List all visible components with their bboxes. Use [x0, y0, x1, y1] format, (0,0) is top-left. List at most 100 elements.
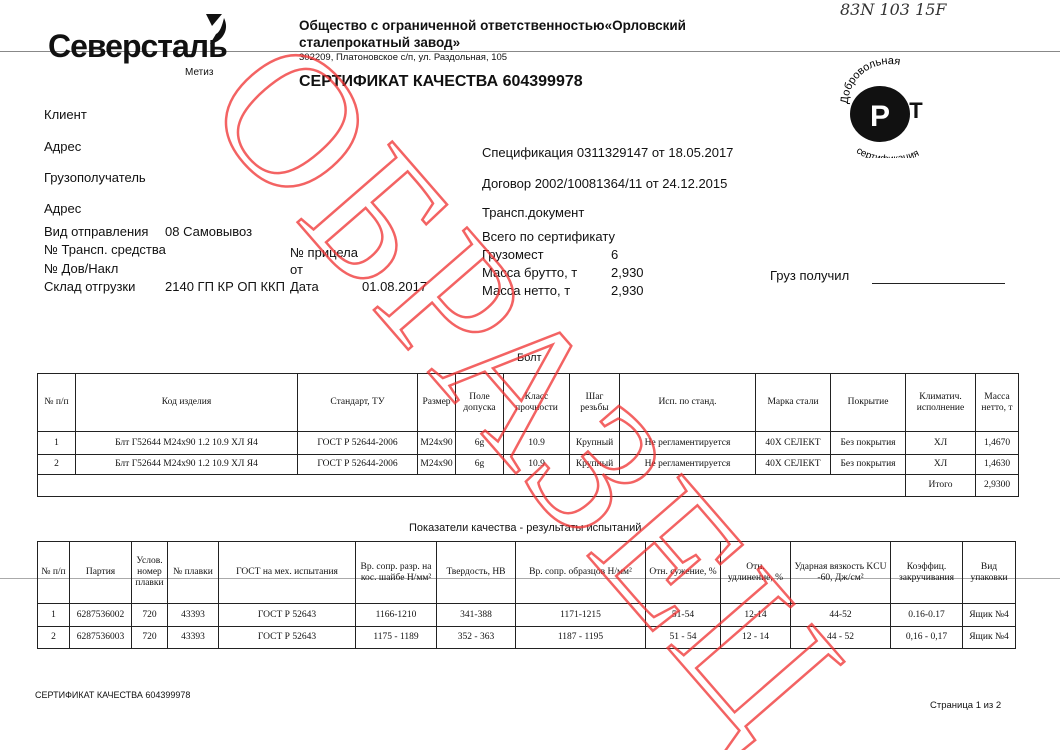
places-label: Грузомест: [482, 247, 544, 262]
address-label: Адрес: [44, 139, 82, 154]
quality-heading: Показатели качества - результаты испытан…: [409, 522, 642, 534]
table-cell: Код изделия: [75, 373, 298, 432]
table-cell: 1171-1215: [515, 603, 646, 627]
table-cell: 12 - 14: [720, 626, 791, 649]
date-value: 01.08.2017: [362, 279, 428, 294]
table-cell: ГОСТ Р 52643: [218, 603, 356, 627]
total-label-cell: Итого: [905, 474, 976, 497]
scan-line: [0, 51, 1060, 52]
table-cell: Отн. сужение, %: [645, 541, 721, 604]
spec-line: Спецификация 0311329147 от 18.05.2017: [482, 145, 734, 160]
table-cell: ГОСТ Р 52644-2006: [297, 431, 418, 455]
company-name-2: сталепрокатный завод»: [299, 35, 461, 50]
table-cell: 6287536003: [69, 626, 132, 649]
table-cell: 352 - 363: [436, 626, 516, 649]
footer-left: СЕРТИФИКАТ КАЧЕСТВА 604399978: [35, 690, 191, 700]
table-cell: Класс прочности: [503, 373, 570, 432]
table-cell: Ящик №4: [962, 603, 1016, 627]
company-address: 302209, Платоновское с/п, ул. Раздольная…: [299, 52, 508, 63]
received-label: Груз получил: [770, 268, 850, 283]
dov-label: № Дов/Накл: [44, 261, 119, 276]
table-cell: ГОСТ Р 52643: [218, 626, 356, 649]
table2-header: № п/п Партия Услов. номер плавки № плавки ГО…: [37, 541, 1016, 604]
table-cell: 341-388: [436, 603, 516, 627]
table-cell: 44 - 52: [790, 626, 891, 649]
table-cell: Климатич. исполнение: [905, 373, 976, 432]
product-table: № п/п Код изделия Стандарт, ТУ Размер Поле д…: [37, 373, 1019, 497]
warehouse-label: Склад отгрузки: [44, 279, 136, 294]
table-cell: Размер: [417, 373, 456, 432]
table-cell: Крупный: [569, 431, 620, 455]
table-cell: 720: [131, 626, 168, 649]
table-cell: ГОСТ Р 52644-2006: [297, 454, 418, 475]
trailer-label: № прицела: [290, 245, 359, 260]
table-cell: 40Х СЕЛЕКТ: [755, 431, 831, 455]
table-cell: ХЛ: [905, 454, 976, 475]
table-cell: Без покрытия: [830, 431, 906, 455]
quality-table: № п/п Партия Услов. номер плавки № плавки ГО…: [37, 541, 1016, 649]
vehicle-label: № Трансп. средства: [44, 242, 166, 257]
table-cell: 12-14: [720, 603, 791, 627]
severstal-logo-icon: [206, 14, 227, 44]
seal-bottom-text: сертификация: [854, 145, 921, 165]
date-label: Дата: [290, 279, 319, 294]
svg-text:сертификация: сертификация: [854, 145, 921, 158]
footer-right: Страница 1 из 2: [930, 700, 1002, 711]
product-heading: Болт: [517, 352, 542, 364]
table-cell: Ящик №4: [962, 626, 1016, 649]
gross-label: Масса брутто, т: [482, 265, 578, 280]
svg-text:T: T: [909, 98, 923, 123]
table-cell: Покрытие: [830, 373, 906, 432]
table-cell: 6g: [455, 454, 504, 475]
table-cell: № п/п: [37, 373, 76, 432]
table-row: 2 Блт Г52644 М24х90 1.2 10.9 ХЛ Я4 ГОСТ Р …: [37, 454, 1019, 475]
table-cell: Не регламентируется: [619, 454, 756, 475]
warehouse-value: 2140 ГП КР ОП ККП: [165, 279, 285, 294]
table1-header: № п/п Код изделия Стандарт, ТУ Размер Поле д…: [37, 373, 1019, 432]
transport-doc: Трансп.документ: [482, 205, 585, 220]
table-cell: 43393: [167, 603, 219, 627]
logo-sub: Метиз: [185, 67, 214, 78]
ship-type-label: Вид отправления: [44, 224, 149, 239]
table-cell: Вр. сопр. разр. на кос. шайбе Н/мм²: [355, 541, 437, 604]
total-value-cell: 2,9300: [975, 474, 1019, 497]
table-cell: 51 - 54: [645, 626, 721, 649]
table-cell: 44-52: [790, 603, 891, 627]
table-cell: 2: [37, 454, 76, 475]
table-cell: М24х90: [417, 454, 456, 475]
table-cell: 10.9: [503, 454, 570, 475]
table-cell: 6287536002: [69, 603, 132, 627]
table-cell: Блт Г52644 М24х90 1.2 10.9 ХЛ Я4: [75, 454, 298, 475]
table-cell: Вид упаковки: [962, 541, 1016, 604]
table-cell: 1175 - 1189: [355, 626, 437, 649]
table-cell: Шаг резьбы: [569, 373, 620, 432]
table-cell: Блт Г52644 М24х90 1.2 10.9 ХЛ Я4: [75, 431, 298, 455]
table-cell: ХЛ: [905, 431, 976, 455]
rst-seal: Добровольная P T сертификация: [830, 55, 950, 165]
table-cell: 720: [131, 603, 168, 627]
table-cell: 1,4630: [975, 454, 1019, 475]
rst-seal-icon: Добровольная P T сертификация: [839, 55, 923, 165]
received-signature-line: [872, 283, 1005, 284]
contract-line: Договор 2002/10081364/11 от 24.12.2015: [482, 176, 728, 191]
consignee-label: Грузополучатель: [44, 170, 146, 185]
gross-value: 2,930: [611, 265, 644, 280]
places-value: 6: [611, 247, 619, 262]
table-row: 1 Блт Г52644 М24х90 1.2 10.9 ХЛ Я4 ГОСТ Р …: [37, 431, 1019, 455]
table-cell: 1: [37, 431, 76, 455]
table-cell: Отн. удлинение, %: [720, 541, 791, 604]
total-label: Всего по сертификату: [482, 229, 615, 244]
table-cell: Коэффиц. закручивания: [890, 541, 963, 604]
table-cell: 51-54: [645, 603, 721, 627]
handwritten-note: 83N 103 15F: [840, 0, 947, 19]
table-cell: Услов. номер плавки: [131, 541, 168, 604]
from-label: от: [290, 262, 303, 277]
table-total-row: Итого 2,9300: [37, 474, 1019, 497]
table-row: 1 6287536002 720 43393 ГОСТ Р 52643 1166-1210…: [37, 603, 1016, 627]
company-name: Общество с ограниченной ответственностью…: [299, 18, 686, 33]
table-cell: 1: [37, 603, 70, 627]
table-cell: 40Х СЕЛЕКТ: [755, 454, 831, 475]
table-cell: Без покрытия: [830, 454, 906, 475]
table-cell: М24х90: [417, 431, 456, 455]
